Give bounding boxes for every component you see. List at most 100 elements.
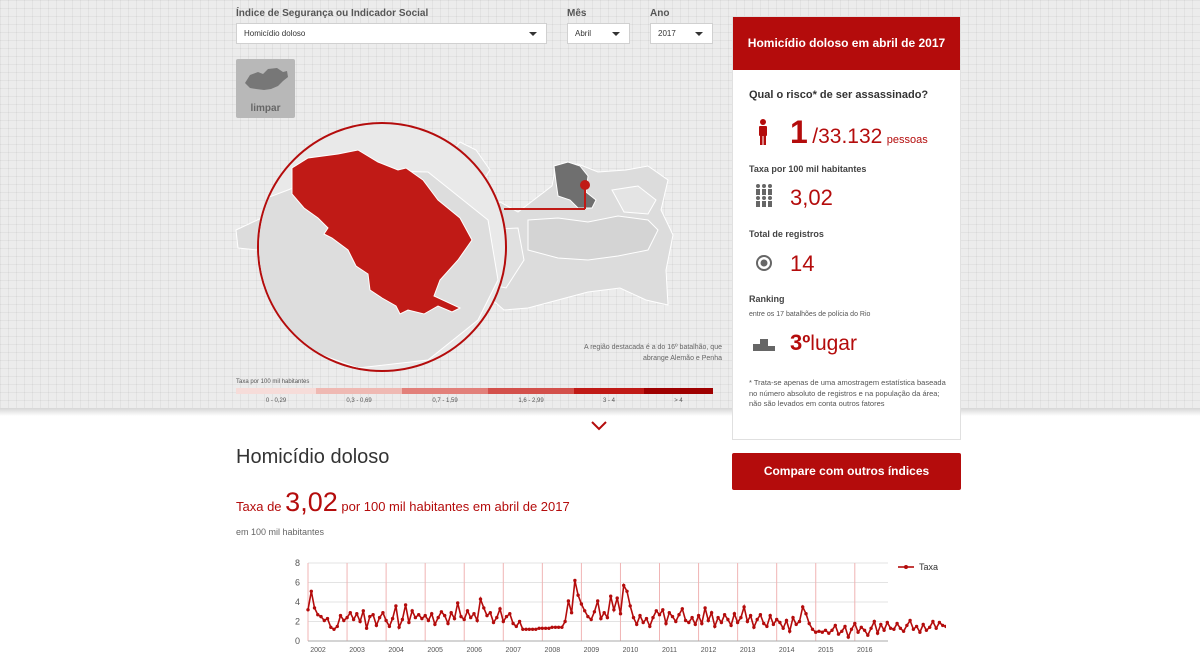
- data-point: [569, 611, 574, 615]
- limpar-label: limpar: [250, 103, 281, 114]
- data-point: [921, 622, 925, 627]
- data-point: [931, 619, 935, 624]
- data-point: [765, 624, 769, 629]
- data-point: [547, 626, 551, 630]
- indice-label: Índice de Segurança ou Indicador Social: [236, 8, 429, 19]
- data-point: [840, 629, 844, 633]
- indice-select[interactable]: Homicídio doloso: [236, 23, 547, 44]
- data-point: [345, 615, 349, 620]
- x-tick-label: 2009: [584, 647, 600, 654]
- compare-button[interactable]: Compare com outros índices: [732, 453, 961, 490]
- y-tick-label: 2: [295, 617, 300, 627]
- data-point: [833, 623, 837, 628]
- data-point: [459, 614, 463, 619]
- data-point: [403, 603, 408, 607]
- highlighted-region-zoomed: [291, 149, 473, 315]
- total-label: Total de registros: [749, 229, 824, 239]
- data-point: [524, 627, 528, 631]
- data-point: [918, 630, 922, 634]
- data-point: [905, 623, 909, 628]
- data-point: [517, 619, 522, 624]
- data-point: [788, 629, 792, 633]
- data-point: [462, 617, 466, 622]
- data-point: [374, 623, 379, 628]
- data-point: [775, 617, 779, 622]
- data-point: [397, 625, 401, 629]
- data-point: [879, 622, 883, 627]
- legend-label: 1,6 - 2,99: [518, 398, 544, 404]
- data-point: [495, 615, 499, 620]
- data-point: [700, 621, 704, 626]
- data-point: [319, 614, 323, 619]
- rate-sentence: Taxa de 3,02 por 100 mil habitantes em a…: [236, 487, 570, 518]
- rate-label: Taxa por 100 mil habitantes: [749, 164, 867, 174]
- data-point: [911, 627, 916, 631]
- data-point: [612, 608, 616, 612]
- legend-swatch-5: [644, 388, 713, 394]
- data-point: [335, 624, 339, 629]
- data-point: [866, 633, 870, 637]
- ano-select-value: 2017: [658, 29, 676, 38]
- data-point: [351, 617, 356, 622]
- data-point: [693, 622, 697, 627]
- data-point: [407, 620, 411, 625]
- data-point: [713, 624, 717, 629]
- data-point: [361, 609, 365, 613]
- data-point: [928, 625, 932, 629]
- legend-label: 3 - 4: [602, 398, 615, 404]
- rate-line-chart[interactable]: 0 2 4 6 8 2002 2003 2004 2005 2006 2007 2008 2009 201…: [286, 553, 946, 657]
- chevron-down-icon[interactable]: [590, 420, 608, 432]
- data-point: [729, 623, 733, 628]
- x-tick-label: 2010: [623, 647, 639, 654]
- data-point: [514, 624, 518, 629]
- rio-map[interactable]: [228, 110, 718, 372]
- x-tick-label: 2003: [349, 647, 365, 654]
- indice-select-value: Homicídio doloso: [244, 29, 306, 38]
- data-point: [316, 613, 320, 617]
- x-tick-label: 2014: [779, 647, 795, 654]
- data-point: [511, 621, 515, 626]
- location-pin-icon: [580, 180, 590, 190]
- data-point: [615, 596, 619, 600]
- data-point: [452, 616, 457, 621]
- data-point: [628, 604, 632, 608]
- data-point: [400, 617, 405, 622]
- data-point: [804, 612, 808, 616]
- data-point: [410, 609, 414, 613]
- data-point: [888, 626, 893, 630]
- data-point: [667, 611, 671, 615]
- data-point: [677, 613, 681, 617]
- limpar-button[interactable]: limpar: [236, 59, 295, 118]
- data-point: [325, 616, 330, 621]
- data-point: [586, 614, 590, 619]
- data-point: [540, 626, 544, 630]
- data-point: [465, 609, 470, 613]
- mes-select[interactable]: Abril: [567, 23, 630, 44]
- data-point: [589, 617, 593, 622]
- y-tick-label: 6: [295, 578, 300, 588]
- data-point: [820, 630, 824, 634]
- data-point: [830, 628, 834, 632]
- ranking-word: lugar: [810, 332, 857, 355]
- people-group-icon: [756, 184, 772, 207]
- data-point: [433, 622, 437, 627]
- data-point: [644, 616, 649, 621]
- data-point: [687, 620, 691, 625]
- data-point: [573, 578, 577, 583]
- total-value: 14: [790, 251, 815, 276]
- legend-label: > 4: [674, 398, 683, 404]
- data-point: [827, 631, 831, 635]
- ano-select[interactable]: 2017: [650, 23, 713, 44]
- x-tick-label: 2013: [740, 647, 756, 654]
- data-point: [534, 627, 538, 631]
- data-point: [501, 619, 505, 624]
- data-point: [846, 635, 850, 639]
- data-point: [794, 622, 798, 627]
- mes-label: Mês: [567, 8, 587, 19]
- ano-label: Ano: [650, 8, 670, 19]
- data-point: [810, 627, 815, 631]
- data-point: [758, 613, 763, 617]
- data-point: [443, 613, 447, 618]
- data-point: [768, 613, 772, 618]
- data-point: [670, 614, 675, 619]
